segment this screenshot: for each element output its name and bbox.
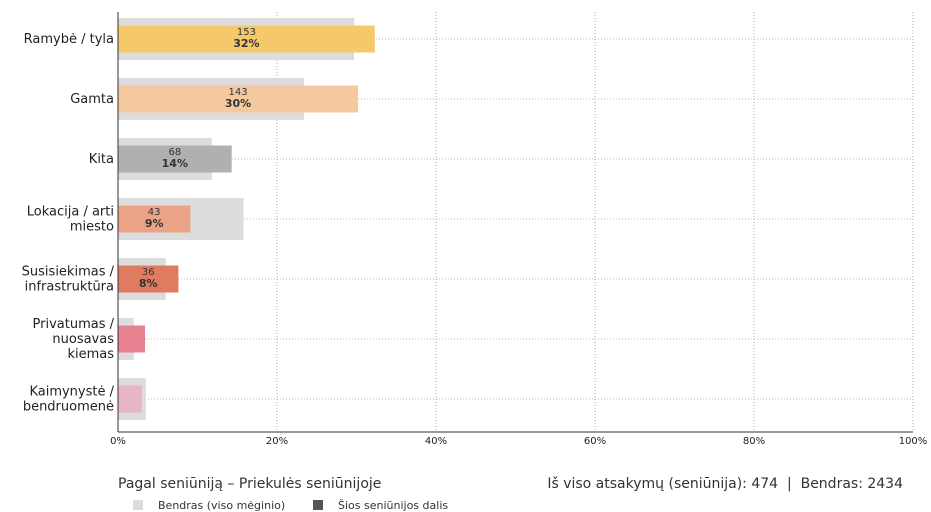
bar: [118, 85, 359, 113]
count-label: 36: [142, 267, 155, 278]
value-label: 14%: [162, 157, 188, 170]
legend-swatch: [133, 500, 143, 510]
y-tick-label: Gamta: [70, 92, 114, 107]
y-tick-label: Kita: [89, 152, 114, 167]
legend-swatch: [313, 500, 323, 510]
note: Iš viso atsakymų (seniūnija): 474 | Bend…: [547, 476, 903, 492]
y-tick-label: Ramybė / tyla: [24, 32, 114, 47]
legend-label: Šios seniūnijos dalis: [338, 499, 448, 512]
x-tick-label: 40%: [425, 436, 447, 447]
bar: [118, 325, 146, 353]
bar: [118, 385, 142, 413]
count-label: 143: [228, 87, 247, 98]
x-tick-label: 80%: [743, 436, 765, 447]
y-tick-label: Privatumas / nuosavas kiemas: [33, 317, 115, 362]
legend-label: Bendras (viso mėginio): [158, 499, 285, 512]
value-label: 32%: [233, 37, 259, 50]
value-label: 30%: [225, 97, 251, 110]
count-label: 153: [237, 27, 256, 38]
y-tick-label: Kaimynystė / bendruomenė: [23, 384, 115, 414]
subtitle: Pagal seniūniją – Priekulės seniūnijoje: [118, 476, 381, 492]
bar: [118, 145, 232, 173]
count-label: 68: [168, 147, 181, 158]
bar: [118, 205, 191, 233]
bar: [118, 25, 375, 53]
y-tick-label: Susisiekimas / infrastruktūra: [22, 264, 115, 294]
value-label: 8%: [139, 277, 158, 290]
x-tick-label: 0%: [110, 436, 126, 447]
bar: [118, 265, 179, 293]
x-tick-label: 100%: [899, 436, 928, 447]
x-tick-label: 60%: [584, 436, 606, 447]
count-label: 43: [148, 207, 161, 218]
x-tick-label: 20%: [266, 436, 288, 447]
y-tick-label: Lokacija / arti miesto: [27, 204, 114, 234]
value-label: 9%: [145, 217, 164, 230]
